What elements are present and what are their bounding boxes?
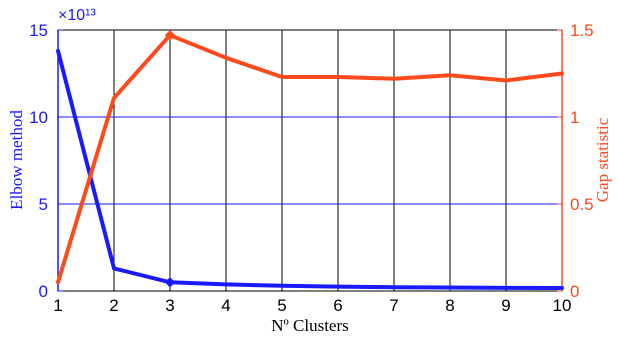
left-tick-label: 5 bbox=[39, 195, 48, 214]
x-tick-label: 4 bbox=[221, 296, 230, 315]
left-tick-label: 0 bbox=[39, 282, 48, 301]
plot-area bbox=[58, 30, 562, 291]
x-tick-label: 3 bbox=[165, 296, 174, 315]
x-tick-label: 6 bbox=[333, 296, 342, 315]
x-tick-label: 1 bbox=[53, 296, 62, 315]
x-tick-label: 5 bbox=[277, 296, 286, 315]
left-tick-label: 10 bbox=[29, 108, 48, 127]
right-tick-label: 1.5 bbox=[570, 21, 594, 40]
left-tick-label: 15 bbox=[29, 21, 48, 40]
x-tick-label: 7 bbox=[389, 296, 398, 315]
x-axis-label: Nº Clusters bbox=[271, 316, 349, 335]
x-tick-label: 2 bbox=[109, 296, 118, 315]
right-tick-label: 1 bbox=[570, 108, 579, 127]
right-axis-label: Gap statistic bbox=[593, 117, 612, 202]
right-tick-label: 0.5 bbox=[570, 195, 594, 214]
x-tick-label: 8 bbox=[445, 296, 454, 315]
x-tick-label: 10 bbox=[553, 296, 572, 315]
x-tick-label: 9 bbox=[501, 296, 510, 315]
left-axis-label: Elbow method bbox=[7, 110, 26, 210]
right-tick-label: 0 bbox=[570, 282, 579, 301]
left-exponent-label: ×10¹³ bbox=[58, 7, 96, 24]
